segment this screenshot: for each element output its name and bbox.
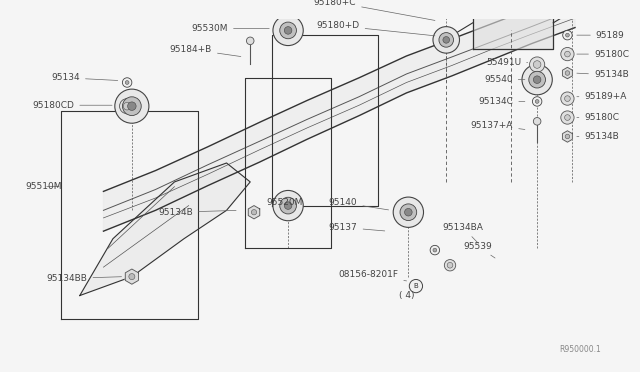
- Circle shape: [443, 36, 449, 43]
- Circle shape: [529, 71, 545, 88]
- Text: 95180CA: 95180CA: [0, 371, 1, 372]
- Circle shape: [284, 202, 292, 209]
- Circle shape: [561, 48, 574, 61]
- Circle shape: [129, 273, 135, 280]
- Polygon shape: [248, 206, 260, 219]
- Text: 95140: 95140: [329, 198, 388, 210]
- Circle shape: [127, 102, 136, 110]
- Circle shape: [564, 115, 570, 121]
- Circle shape: [439, 33, 454, 47]
- Circle shape: [122, 78, 132, 87]
- Text: 95134BA: 95134BA: [442, 223, 483, 243]
- Text: 08156-8201F: 08156-8201F: [339, 270, 406, 281]
- Circle shape: [535, 100, 539, 103]
- Text: 95539: 95539: [463, 242, 495, 258]
- Polygon shape: [104, 0, 575, 231]
- Circle shape: [533, 118, 541, 125]
- Circle shape: [564, 96, 570, 102]
- Circle shape: [284, 27, 292, 34]
- Circle shape: [273, 15, 303, 45]
- Circle shape: [280, 197, 296, 214]
- Polygon shape: [563, 131, 572, 142]
- Text: 95510M: 95510M: [26, 182, 62, 191]
- Text: 55491U: 55491U: [486, 58, 527, 67]
- Text: 95180N: 95180N: [0, 371, 1, 372]
- Circle shape: [522, 64, 552, 95]
- Text: 95180: 95180: [0, 371, 1, 372]
- Circle shape: [122, 97, 141, 116]
- Text: B: B: [413, 283, 419, 289]
- Circle shape: [433, 27, 460, 53]
- Text: ( 4): ( 4): [399, 291, 414, 300]
- Circle shape: [125, 81, 129, 84]
- Text: 95180+D: 95180+D: [317, 21, 435, 36]
- Circle shape: [529, 57, 545, 72]
- Circle shape: [124, 102, 131, 110]
- Text: R950000.1: R950000.1: [559, 345, 600, 354]
- Circle shape: [561, 111, 574, 124]
- Circle shape: [440, 0, 452, 3]
- Text: 95530M: 95530M: [191, 24, 269, 33]
- Polygon shape: [80, 163, 250, 295]
- Circle shape: [566, 33, 570, 37]
- Circle shape: [561, 92, 574, 105]
- Text: 95137: 95137: [329, 223, 385, 232]
- Text: 95134B: 95134B: [577, 70, 628, 80]
- Circle shape: [533, 76, 541, 83]
- Circle shape: [433, 248, 436, 252]
- Circle shape: [532, 97, 542, 106]
- Circle shape: [435, 0, 458, 9]
- Text: 95189: 95189: [577, 31, 625, 40]
- Text: 95180C: 95180C: [577, 49, 629, 59]
- Circle shape: [444, 260, 456, 271]
- Circle shape: [447, 262, 453, 268]
- Text: 95184+B: 95184+B: [170, 45, 241, 57]
- Text: 95520M: 95520M: [266, 198, 302, 207]
- Text: 95134C: 95134C: [479, 97, 525, 106]
- Circle shape: [246, 37, 254, 45]
- Polygon shape: [563, 67, 572, 79]
- Text: 95180C: 95180C: [577, 113, 620, 122]
- Circle shape: [252, 209, 257, 215]
- Text: 95184+A: 95184+A: [0, 371, 1, 372]
- Polygon shape: [473, 0, 553, 49]
- Text: 95134B: 95134B: [577, 132, 620, 141]
- Text: 95134B: 95134B: [158, 208, 236, 217]
- Circle shape: [565, 134, 570, 139]
- Text: 95134BB: 95134BB: [47, 274, 122, 283]
- Circle shape: [280, 22, 296, 39]
- Circle shape: [400, 204, 417, 221]
- Circle shape: [404, 208, 412, 216]
- Text: 95180+A: 95180+A: [0, 371, 1, 372]
- Circle shape: [564, 9, 570, 14]
- Circle shape: [115, 89, 149, 123]
- Text: 95137+A: 95137+A: [471, 121, 525, 129]
- Text: 95540: 95540: [484, 75, 525, 84]
- Text: 95181A: 95181A: [0, 371, 1, 372]
- Circle shape: [430, 246, 440, 255]
- Circle shape: [564, 51, 570, 57]
- Circle shape: [410, 279, 422, 293]
- Circle shape: [561, 5, 574, 18]
- Circle shape: [563, 31, 572, 40]
- Text: 95134U: 95134U: [0, 371, 1, 372]
- Text: 95180+C: 95180+C: [314, 0, 435, 20]
- Text: 95134: 95134: [51, 73, 118, 82]
- Polygon shape: [125, 269, 138, 284]
- Circle shape: [565, 71, 570, 75]
- Circle shape: [533, 61, 541, 68]
- Text: 95180CD: 95180CD: [33, 101, 112, 110]
- Text: 95189+A: 95189+A: [577, 92, 627, 101]
- Circle shape: [120, 99, 134, 114]
- Circle shape: [273, 190, 303, 221]
- Circle shape: [393, 197, 424, 227]
